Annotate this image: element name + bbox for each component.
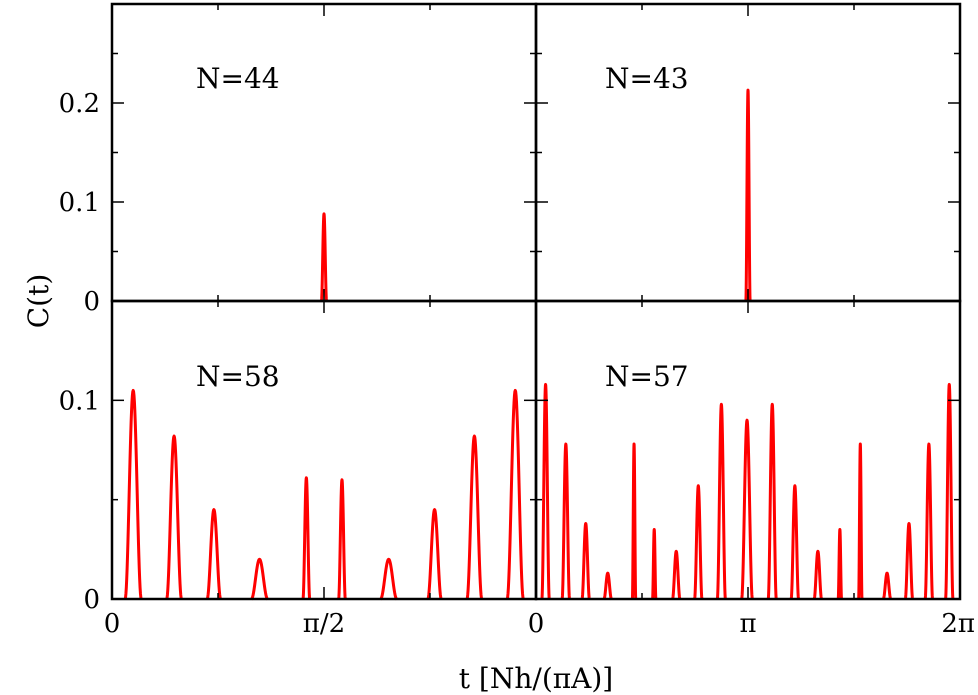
series-peak xyxy=(379,557,398,601)
tick-label: 0.1 xyxy=(59,188,100,218)
series-peak xyxy=(671,549,682,601)
panel-label: N=44 xyxy=(196,62,280,95)
series-peak xyxy=(123,388,143,600)
series-peak xyxy=(580,522,591,601)
tick-label: π xyxy=(739,609,756,639)
series-peak xyxy=(923,442,935,600)
tick-label: 0 xyxy=(104,609,121,639)
series-peak xyxy=(560,442,572,600)
series-peak xyxy=(540,382,551,600)
panel-frame xyxy=(534,299,962,601)
series-peak xyxy=(693,484,704,600)
panel-bottom-left: N=58 xyxy=(123,360,525,601)
tick-labels: 0 0.1 0.2 0 0.1 0 π/2 0 π 2π xyxy=(59,89,975,639)
series-peak xyxy=(505,388,525,600)
panel-frames xyxy=(110,2,962,601)
series-peak xyxy=(944,382,955,600)
series-peak xyxy=(857,442,864,600)
y-axis-title: C(t) xyxy=(22,274,55,329)
series-peak xyxy=(301,476,312,600)
series-peak xyxy=(903,522,915,601)
series-peak xyxy=(651,527,658,601)
series-peak xyxy=(205,508,222,600)
series-peak xyxy=(319,212,329,302)
panel-bottom-right: N=57 xyxy=(540,360,955,601)
series-peak xyxy=(465,434,484,600)
panel-top-right: N=43 xyxy=(605,62,752,302)
series-peak xyxy=(337,478,347,600)
tick-label: 0.1 xyxy=(59,386,100,416)
series-peak xyxy=(812,549,823,601)
series-peak xyxy=(766,402,778,600)
panel-label: N=58 xyxy=(196,360,280,393)
series-peak xyxy=(789,484,801,600)
tick-label: 0.2 xyxy=(59,89,100,119)
tick-label: 0 xyxy=(528,609,545,639)
panel-label: N=57 xyxy=(605,360,689,393)
series-peak xyxy=(836,527,844,601)
tick-label: π/2 xyxy=(303,609,345,639)
x-axis-title: t [Nh/(πA)] xyxy=(459,662,613,695)
series-peak xyxy=(250,557,269,601)
tick-label: 0 xyxy=(83,287,100,317)
series-peak xyxy=(744,88,752,302)
series-peak xyxy=(602,571,613,601)
panel-top-left: N=44 xyxy=(196,62,329,302)
series-peak xyxy=(740,418,754,600)
series-peak xyxy=(882,571,893,601)
tick-label: 2π xyxy=(941,609,975,639)
series-peak xyxy=(715,402,727,600)
panel-label: N=43 xyxy=(605,62,689,95)
series-peak xyxy=(630,442,638,600)
series-peak xyxy=(426,508,443,600)
series-peak xyxy=(165,434,183,600)
tick-label: 0 xyxy=(83,585,100,615)
